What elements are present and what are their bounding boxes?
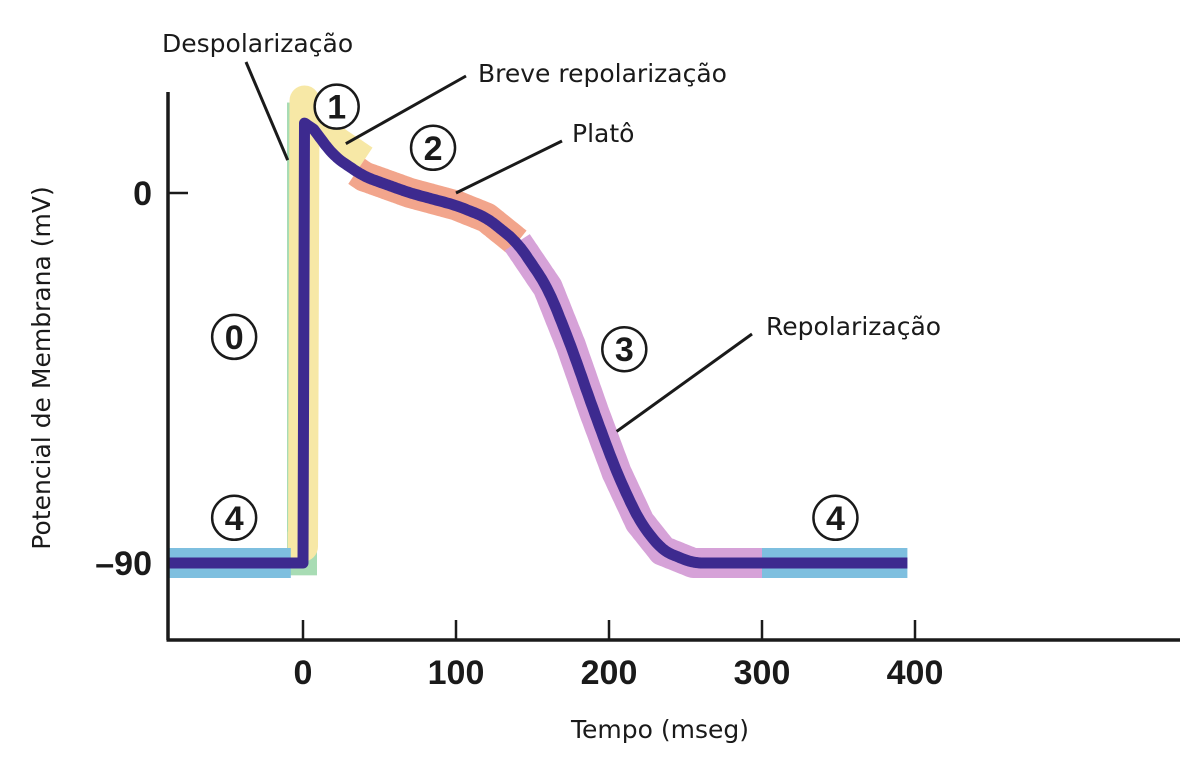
annotation-label-0: Despolarização — [162, 29, 353, 58]
annotation-leader-3 — [615, 332, 753, 433]
labels: 0 1 2 3 4 4 Despolarização Breve repolarização P… — [162, 29, 941, 542]
phase-label-2-2: 2 — [409, 124, 457, 172]
x-tick-label-300: 300 — [734, 654, 791, 692]
phase-circle-0 — [210, 313, 258, 361]
phase-label-3-3: 3 — [601, 325, 648, 373]
phase-number-1: 1 — [327, 89, 346, 127]
phase-label-0-0: 0 — [210, 313, 258, 361]
annotation-leaders — [244, 61, 753, 433]
annotation-leader-0 — [244, 61, 290, 161]
phase-number-4: 4 — [225, 500, 244, 538]
phase-number-0: 0 — [225, 319, 244, 357]
phase-circle-3 — [601, 325, 648, 373]
curve-layer — [164, 117, 912, 569]
annotation-label-3: Repolarização — [766, 312, 941, 341]
phase-circle-2 — [409, 124, 457, 172]
x-tick-label-0: 0 — [294, 654, 313, 692]
y-tick-label-0: 0 — [133, 175, 152, 213]
x-tick-label-100: 100 — [428, 654, 485, 692]
phase-number-3: 3 — [615, 331, 634, 369]
x-tick-label-400: 400 — [887, 654, 944, 692]
phase-circle-5 — [812, 494, 859, 542]
y-axis-title: Potencial de Membrana (mV) — [27, 186, 56, 549]
y-tick-label-1: –90 — [95, 545, 152, 583]
series-line — [164, 117, 912, 569]
axes — [166, 92, 1180, 642]
x-axis-title: Tempo (mseg) — [570, 715, 749, 744]
annotation-label-2: Platô — [572, 119, 634, 148]
annotation-leader-2 — [455, 139, 563, 195]
annotation-leader-1 — [345, 74, 467, 145]
phase-circle-4 — [210, 494, 258, 542]
phase-label-1-1: 1 — [313, 83, 360, 130]
phase-number-2: 2 — [424, 130, 443, 168]
ticks: 0 100 200 300 400 0 –90 — [95, 175, 943, 692]
x-tick-label-200: 200 — [581, 654, 638, 692]
phase-circle-1 — [313, 83, 360, 130]
annotation-label-1: Breve repolarização — [478, 59, 727, 88]
phase-label-4-4: 4 — [210, 494, 258, 542]
phase-number-5: 4 — [826, 500, 845, 538]
phase-label-4-5: 4 — [812, 494, 859, 542]
